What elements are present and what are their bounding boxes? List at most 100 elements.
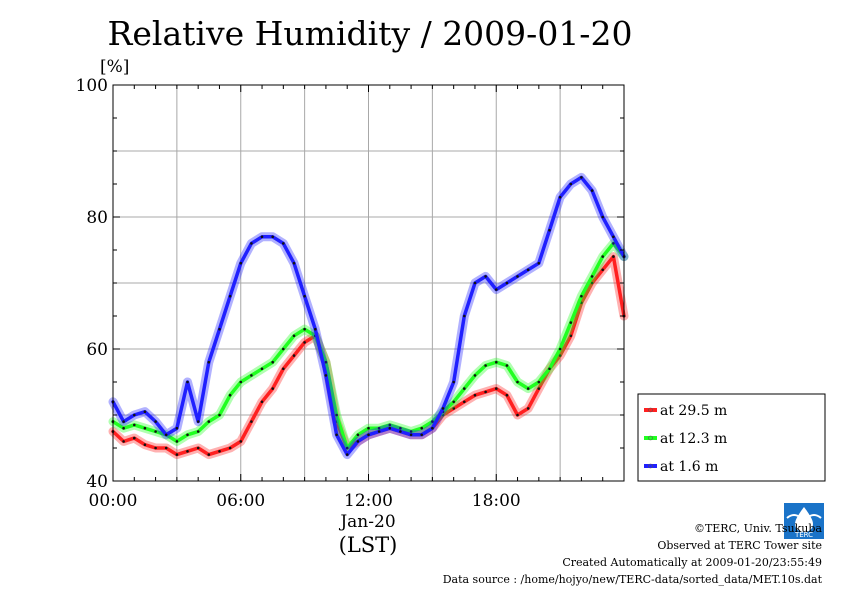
data-point xyxy=(196,446,200,450)
legend-marker xyxy=(648,407,653,413)
data-point xyxy=(420,433,424,437)
data-point xyxy=(452,400,456,404)
data-point xyxy=(303,341,306,344)
data-point xyxy=(335,433,338,437)
data-point xyxy=(133,423,136,427)
x-tick-label: 12:00 xyxy=(344,491,393,511)
data-point xyxy=(409,433,413,437)
data-point xyxy=(303,294,306,298)
data-point xyxy=(164,433,168,437)
data-point xyxy=(154,446,157,450)
x-tick-label: 00:00 xyxy=(89,491,138,511)
data-point xyxy=(228,393,232,397)
data-point xyxy=(495,288,498,291)
data-point xyxy=(431,420,434,423)
data-point xyxy=(537,380,541,384)
y-tick-label: 100 xyxy=(76,76,108,96)
data-point xyxy=(473,281,477,285)
data-point xyxy=(143,443,147,447)
data-point xyxy=(271,235,275,239)
data-point xyxy=(377,430,381,433)
wave-icon xyxy=(786,514,822,519)
series-2 xyxy=(108,172,629,460)
data-point xyxy=(558,347,562,351)
data-point xyxy=(580,176,583,179)
grid-lines xyxy=(113,85,624,481)
data-point xyxy=(250,374,253,377)
legend-marker xyxy=(648,435,653,441)
data-point xyxy=(463,387,466,390)
data-point xyxy=(537,261,541,265)
data-point xyxy=(516,380,519,384)
data-point xyxy=(239,380,243,384)
legend-marker xyxy=(648,463,653,469)
data-point xyxy=(186,380,189,384)
data-point xyxy=(356,433,360,437)
data-point xyxy=(420,426,424,430)
data-point xyxy=(218,327,221,331)
data-point xyxy=(356,440,360,443)
legend-label: at 29.5 m xyxy=(660,403,727,419)
data-point xyxy=(143,410,147,414)
data-point xyxy=(282,367,285,371)
data-point xyxy=(441,407,445,410)
data-point xyxy=(292,334,296,338)
data-point xyxy=(452,380,456,384)
data-point xyxy=(154,430,157,433)
data-point xyxy=(228,446,232,450)
x-tick-label: 18:00 xyxy=(472,491,521,511)
data-point xyxy=(207,360,211,364)
data-point xyxy=(218,413,221,417)
data-point xyxy=(303,327,306,331)
data-point xyxy=(526,407,530,410)
data-point xyxy=(569,321,573,324)
data-point xyxy=(569,334,573,338)
y-tick-label: 80 xyxy=(86,208,108,228)
data-point xyxy=(367,426,370,430)
data-point xyxy=(324,360,328,364)
data-point xyxy=(484,275,487,278)
chart-title: Relative Humidity / 2009-01-20 xyxy=(108,14,633,53)
data-point xyxy=(228,294,232,298)
data-point xyxy=(516,275,519,278)
data-point xyxy=(345,446,349,450)
data-point xyxy=(196,420,200,423)
data-point xyxy=(388,423,392,427)
footer-credits: ©TERC, Univ. Tsukuba Observed at TERC To… xyxy=(443,522,823,586)
data-point xyxy=(250,420,253,423)
x-axis-date-label: Jan-20 xyxy=(338,512,395,532)
data-point xyxy=(484,390,487,394)
data-point xyxy=(122,420,125,423)
data-point xyxy=(505,364,509,367)
x-axis-label: (LST) xyxy=(339,533,398,557)
data-point xyxy=(431,426,434,430)
data-point xyxy=(282,242,285,245)
data-point xyxy=(154,420,157,423)
data-point xyxy=(452,407,456,410)
copyright-text: ©TERC, Univ. Tsukuba xyxy=(694,522,822,535)
data-point xyxy=(175,440,179,443)
data-point xyxy=(463,400,466,404)
data-point xyxy=(271,360,275,364)
data-point xyxy=(612,255,615,258)
data-point xyxy=(612,242,615,245)
data-point xyxy=(186,450,189,453)
water-drop-icon xyxy=(795,507,813,532)
data-point xyxy=(271,387,275,390)
data-point xyxy=(260,235,264,239)
data-point xyxy=(558,354,562,357)
data-point xyxy=(484,364,487,367)
data-point xyxy=(292,261,296,265)
data-point xyxy=(377,426,381,430)
legend-label: at 1.6 m xyxy=(660,459,718,475)
data-point xyxy=(505,281,509,285)
data-point xyxy=(324,374,328,377)
data-point xyxy=(601,268,604,272)
data-point xyxy=(495,387,498,390)
x-tick-label: 06:00 xyxy=(216,491,265,511)
y-axis-unit-label: [%] xyxy=(100,57,129,77)
data-point xyxy=(250,242,253,245)
data-point xyxy=(463,314,466,318)
data-point xyxy=(260,367,264,371)
data-point xyxy=(612,235,615,239)
